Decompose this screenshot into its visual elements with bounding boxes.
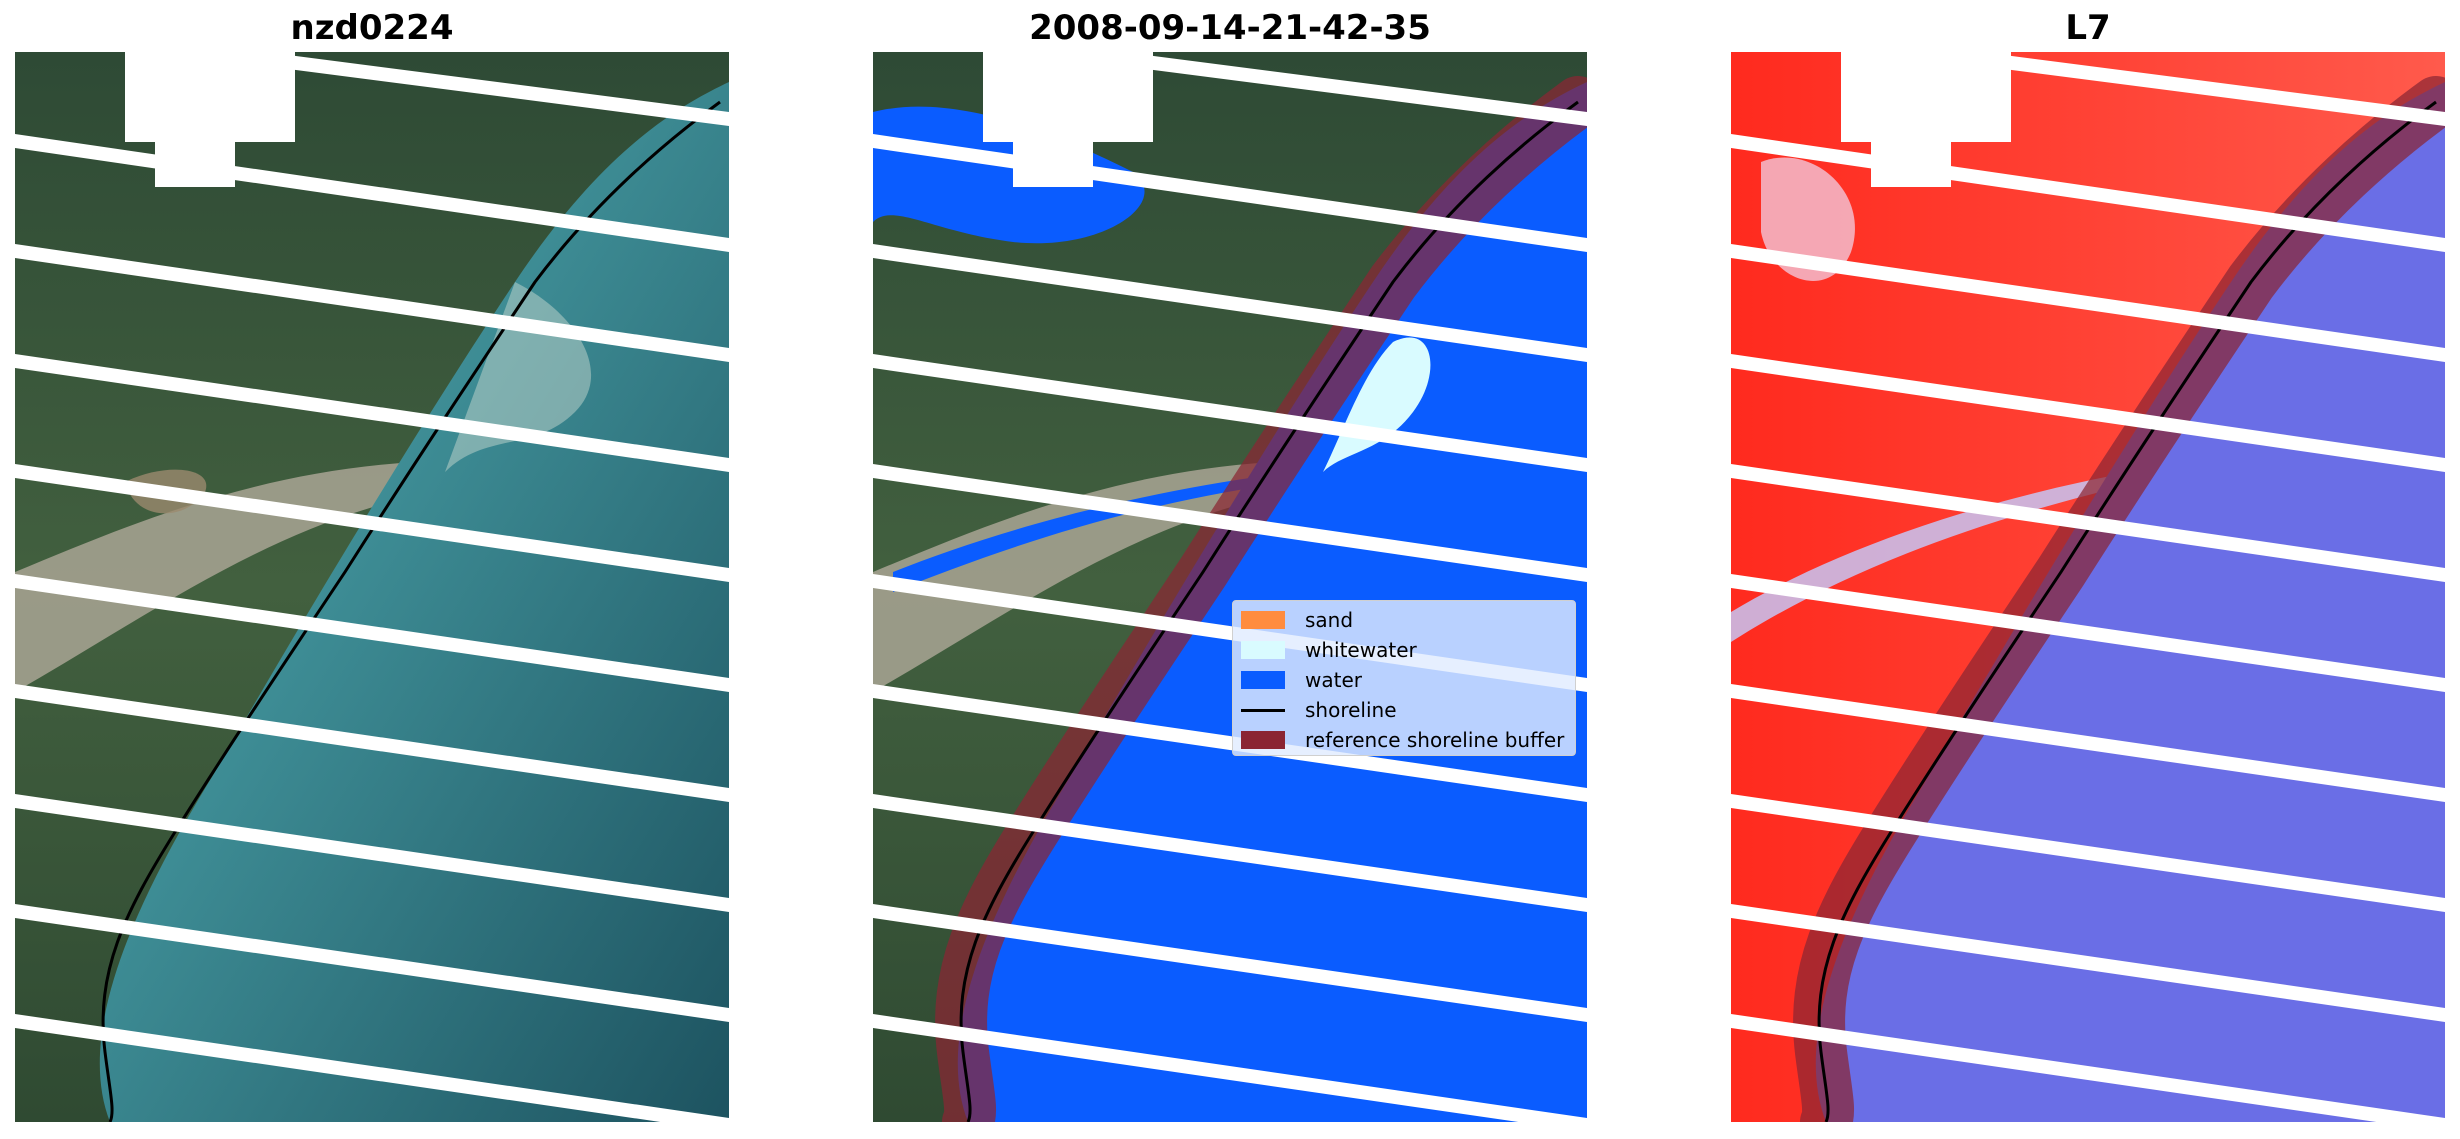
legend-label-whitewater: whitewater xyxy=(1305,638,1417,662)
cloud-mask xyxy=(983,52,1153,142)
legend-label-sand: sand xyxy=(1305,608,1354,632)
scan-line-gaps xyxy=(15,52,729,1122)
sand-swatch xyxy=(1241,611,1285,629)
panel-title-classified: 2008-09-14-21-42-35 xyxy=(1029,8,1431,48)
panel-title-rgb: nzd0224 xyxy=(290,8,454,48)
legend-label-shoreline: shoreline xyxy=(1305,698,1397,722)
water-swatch xyxy=(1241,671,1285,689)
legend-item-water: water xyxy=(1241,665,1567,695)
classified-image xyxy=(873,52,1587,1122)
water-class-inland xyxy=(873,106,1145,244)
legend-item-sand: sand xyxy=(1241,605,1567,635)
rgb-image xyxy=(15,52,729,1122)
bright-patch xyxy=(1761,157,1855,281)
index-image xyxy=(1731,52,2445,1122)
buffer-swatch xyxy=(1241,731,1285,749)
whitewater-swatch xyxy=(1241,641,1285,659)
panel-rgb-image xyxy=(15,52,729,1122)
panel-classified-image xyxy=(873,52,1587,1122)
legend-label-buffer: reference shoreline buffer xyxy=(1305,728,1565,752)
legend-label-water: water xyxy=(1305,668,1362,692)
panel-title-index: L7 xyxy=(2065,8,2111,48)
legend-item-buffer: reference shoreline buffer xyxy=(1241,725,1567,755)
cloud-mask xyxy=(125,52,295,142)
panel-index-image xyxy=(1731,52,2445,1122)
legend-item-whitewater: whitewater xyxy=(1241,635,1567,665)
legend: sand whitewater water shoreline referenc… xyxy=(1232,600,1576,756)
shoreline-line-swatch xyxy=(1241,708,1285,712)
water-index-area xyxy=(1815,82,2445,1122)
whitewater-class xyxy=(1323,337,1431,472)
legend-item-shoreline: shoreline xyxy=(1241,695,1567,725)
scan-line-gaps xyxy=(1731,52,2445,1122)
cloud-mask xyxy=(1841,52,2011,142)
